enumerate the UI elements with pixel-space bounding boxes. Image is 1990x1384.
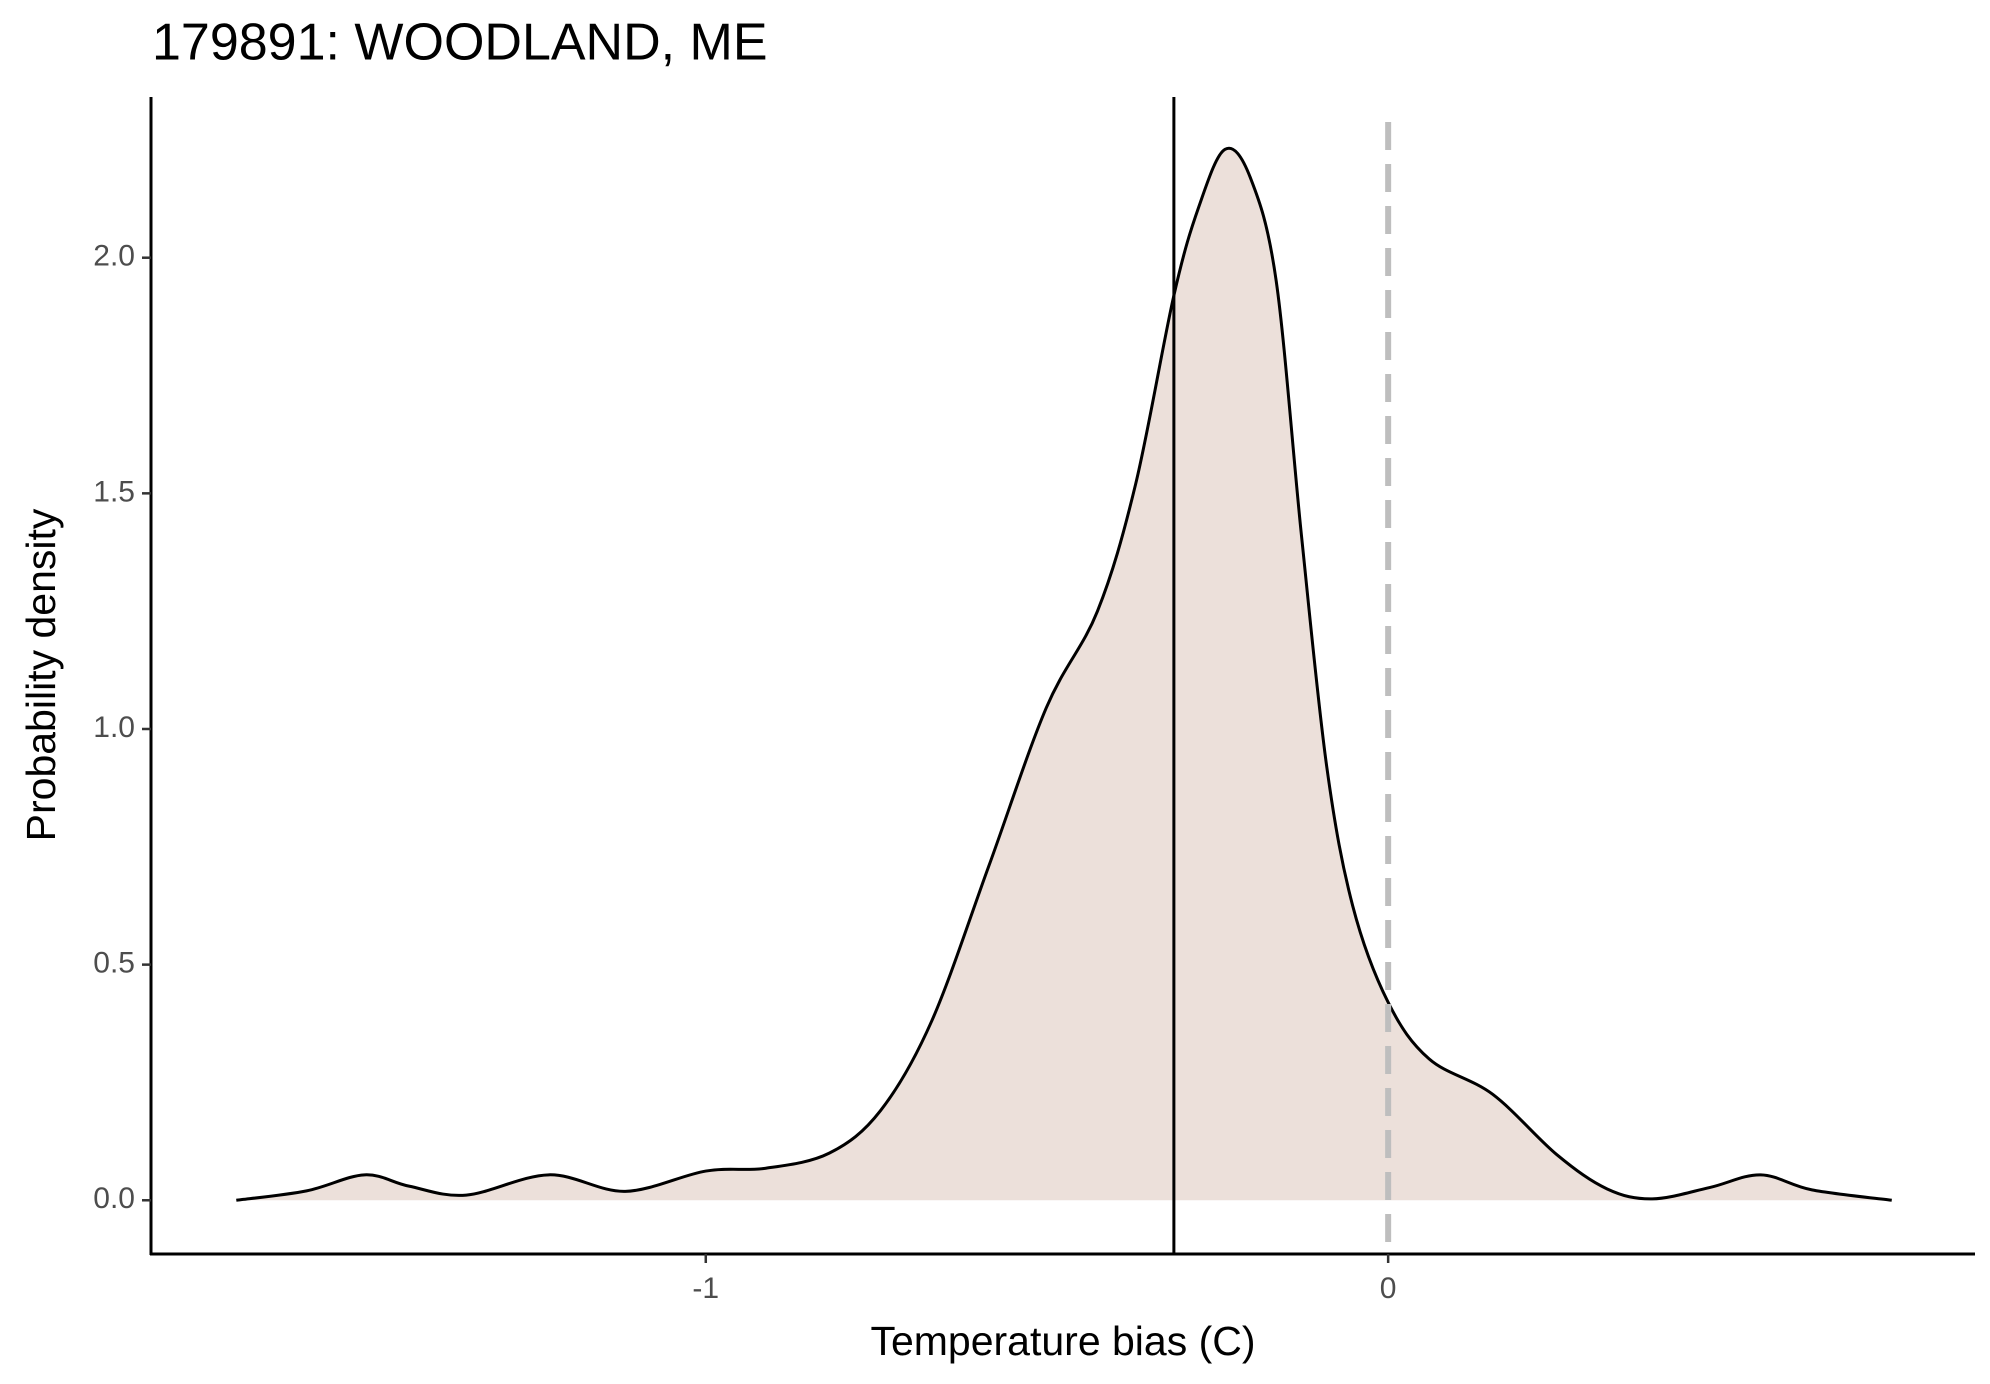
y-tick-label: 0.5 (93, 947, 135, 980)
x-tick-label: 0 (1380, 1272, 1397, 1305)
y-tick-label: 0.0 (93, 1182, 135, 1215)
y-axis-label: Probability density (18, 508, 64, 841)
y-tick-label: 2.0 (93, 240, 135, 273)
y-tick-label: 1.0 (93, 711, 135, 744)
x-axis-label: Temperature bias (C) (870, 1318, 1255, 1364)
chart-title: 179891: WOODLAND, ME (152, 14, 768, 72)
density-line (236, 146, 1892, 1202)
y-tick-label: 1.5 (93, 475, 135, 508)
x-tick-label: -1 (692, 1272, 719, 1305)
